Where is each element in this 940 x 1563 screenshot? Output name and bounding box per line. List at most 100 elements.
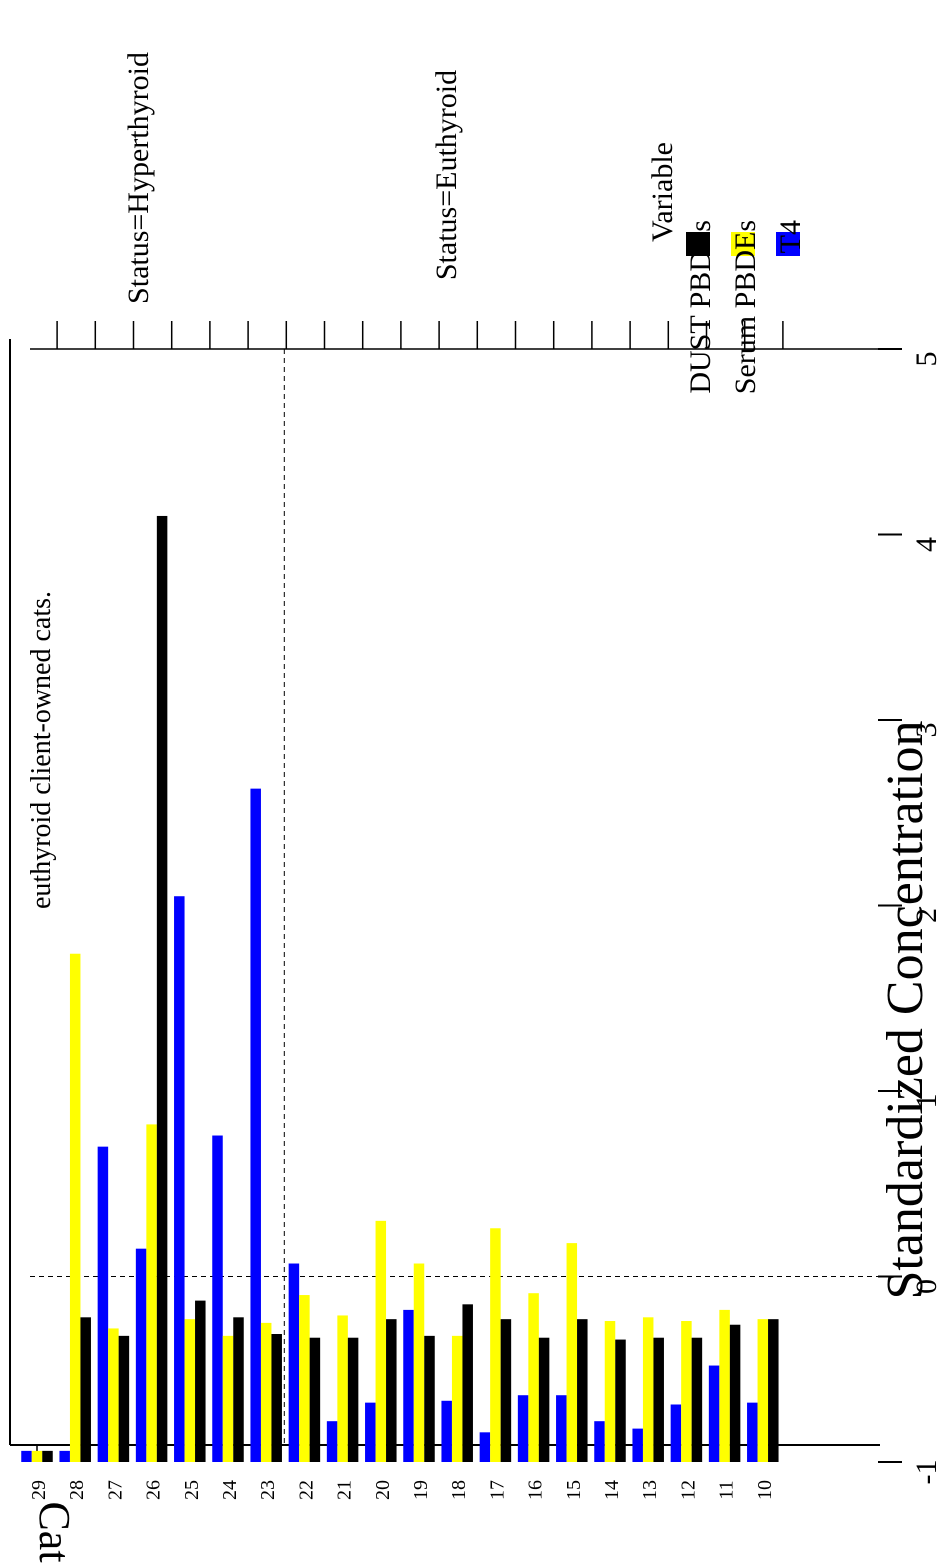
bar-serum-pbdes-cat-16 bbox=[528, 1293, 539, 1462]
category-tick-label: 29 bbox=[28, 1480, 50, 1500]
category-tick-label: 20 bbox=[372, 1480, 394, 1500]
category-tick-label: 14 bbox=[601, 1480, 623, 1500]
bar-t4-cat-18 bbox=[441, 1400, 452, 1462]
bar-t4-cat-20 bbox=[365, 1402, 376, 1462]
bar-serum-pbdes-cat-10 bbox=[757, 1319, 769, 1462]
category-tick-label: 17 bbox=[486, 1480, 508, 1500]
y-axis-title: Cat bbox=[30, 1501, 79, 1562]
category-tick-label: 21 bbox=[334, 1480, 356, 1500]
panel-label-hyperthyroid: Status=Hyperthyroid bbox=[122, 52, 155, 304]
bar-serum-pbdes-cat-25 bbox=[184, 1319, 196, 1462]
bar-serum-pbdes-cat-11 bbox=[719, 1309, 730, 1462]
value-tick-label: 2 bbox=[910, 908, 940, 923]
bar-serum-pbdes-cat-13 bbox=[642, 1317, 654, 1462]
category-tick-label: 23 bbox=[257, 1480, 279, 1500]
legend-label-serum-pbdes: Serum PBDEs bbox=[729, 220, 762, 394]
bar-dust-pbdes-cat-28 bbox=[80, 1317, 91, 1462]
x-axis-title: Standardized Concentration bbox=[877, 720, 934, 1299]
bar-t4-cat-15 bbox=[556, 1395, 567, 1462]
bar-serum-pbdes-cat-28 bbox=[69, 953, 81, 1462]
category-tick-label: 15 bbox=[563, 1480, 585, 1500]
bar-t4-cat-13 bbox=[632, 1428, 643, 1462]
legend-swatch-t4 bbox=[776, 232, 800, 256]
bar-dust-pbdes-cat-12 bbox=[691, 1337, 703, 1462]
category-tick-label: 28 bbox=[66, 1480, 88, 1500]
bar-t4-cat-19 bbox=[403, 1309, 414, 1462]
bar-t4-cat-23 bbox=[250, 788, 261, 1462]
bar-serum-pbdes-cat-21 bbox=[337, 1315, 348, 1462]
bar-serum-pbdes-cat-20 bbox=[375, 1220, 387, 1462]
legend-label-dust-pbdes: DUST PBDEs bbox=[684, 220, 717, 394]
value-tick-label: 4 bbox=[910, 537, 940, 552]
bar-serum-pbdes-cat-14 bbox=[604, 1321, 616, 1462]
value-tick-label: 0 bbox=[910, 1279, 940, 1294]
bar-serum-pbdes-cat-24 bbox=[222, 1335, 234, 1462]
bar-dust-pbdes-cat-27 bbox=[118, 1335, 130, 1462]
bar-dust-pbdes-cat-10 bbox=[768, 1319, 779, 1462]
category-tick-label: 18 bbox=[448, 1480, 470, 1500]
bar-serum-pbdes-cat-22 bbox=[299, 1295, 310, 1462]
bar-t4-cat-16 bbox=[517, 1395, 529, 1462]
bar-t4-cat-21 bbox=[326, 1421, 338, 1462]
bar-t4-cat-10 bbox=[747, 1402, 758, 1462]
bar-dust-pbdes-cat-18 bbox=[462, 1304, 473, 1462]
category-tick-label: 19 bbox=[410, 1480, 432, 1500]
bar-serum-pbdes-cat-12 bbox=[681, 1321, 692, 1462]
category-tick-label: 10 bbox=[754, 1480, 776, 1500]
bar-t4-cat-25 bbox=[174, 896, 185, 1462]
category-tick-label: 13 bbox=[639, 1480, 661, 1500]
category-tick-label: 16 bbox=[525, 1480, 547, 1500]
category-tick-label: 26 bbox=[143, 1480, 165, 1500]
bar-dust-pbdes-cat-22 bbox=[309, 1337, 321, 1462]
bar-t4-cat-29 bbox=[21, 1450, 32, 1462]
category-tick-label: 12 bbox=[677, 1480, 699, 1500]
bar-dust-pbdes-cat-26 bbox=[156, 515, 168, 1462]
bar-serum-pbdes-cat-19 bbox=[413, 1263, 425, 1462]
bar-t4-cat-11 bbox=[708, 1365, 720, 1462]
bar-serum-pbdes-cat-17 bbox=[490, 1228, 501, 1462]
bar-t4-cat-22 bbox=[288, 1263, 300, 1462]
bar-t4-cat-14 bbox=[594, 1421, 605, 1462]
bar-dust-pbdes-cat-21 bbox=[347, 1337, 359, 1462]
value-tick-label: 3 bbox=[910, 723, 940, 738]
bar-dust-pbdes-cat-19 bbox=[424, 1335, 435, 1462]
bar-dust-pbdes-cat-20 bbox=[386, 1319, 397, 1462]
category-tick-label: 24 bbox=[219, 1480, 241, 1500]
bar-dust-pbdes-cat-15 bbox=[577, 1319, 588, 1462]
bar-t4-cat-27 bbox=[97, 1146, 109, 1462]
bar-t4-cat-28 bbox=[59, 1450, 70, 1462]
bar-t4-cat-17 bbox=[479, 1432, 491, 1462]
bar-serum-pbdes-cat-26 bbox=[146, 1124, 157, 1462]
legend-swatch-serum-pbdes bbox=[731, 232, 755, 256]
bar-serum-pbdes-cat-23 bbox=[260, 1322, 272, 1462]
bar-dust-pbdes-cat-25 bbox=[195, 1300, 206, 1462]
bar-dust-pbdes-cat-11 bbox=[729, 1324, 741, 1462]
value-tick-label: -1 bbox=[910, 1460, 940, 1485]
chart-annotation: euthyroid client-owned cats. bbox=[26, 591, 57, 909]
bar-t4-cat-24 bbox=[212, 1135, 223, 1462]
category-tick-label: 25 bbox=[181, 1480, 203, 1500]
bars bbox=[21, 515, 779, 1462]
bar-serum-pbdes-cat-27 bbox=[108, 1328, 119, 1462]
bar-serum-pbdes-cat-15 bbox=[566, 1243, 578, 1462]
category-tick-label: 11 bbox=[716, 1480, 738, 1499]
bar-dust-pbdes-cat-29 bbox=[42, 1450, 53, 1462]
bar-dust-pbdes-cat-13 bbox=[653, 1337, 664, 1462]
bar-dust-pbdes-cat-23 bbox=[271, 1334, 282, 1462]
bar-serum-pbdes-cat-29 bbox=[31, 1450, 43, 1462]
category-tick-label: 22 bbox=[295, 1480, 317, 1500]
bar-dust-pbdes-cat-24 bbox=[233, 1317, 244, 1462]
bar-serum-pbdes-cat-18 bbox=[451, 1335, 463, 1462]
bar-t4-cat-26 bbox=[135, 1248, 147, 1462]
value-tick-label: 1 bbox=[910, 1094, 940, 1109]
bar-t4-cat-12 bbox=[670, 1404, 682, 1462]
legend-title: Variable bbox=[646, 142, 679, 242]
legend-label-t4: T4 bbox=[774, 220, 807, 253]
value-tick-label: 5 bbox=[910, 352, 940, 367]
legend-swatch-dust-pbdes bbox=[686, 232, 710, 256]
category-tick-label: 27 bbox=[104, 1480, 126, 1500]
panel-label-euthyroid: Status=Euthyroid bbox=[430, 70, 463, 280]
bar-dust-pbdes-cat-16 bbox=[538, 1337, 550, 1462]
